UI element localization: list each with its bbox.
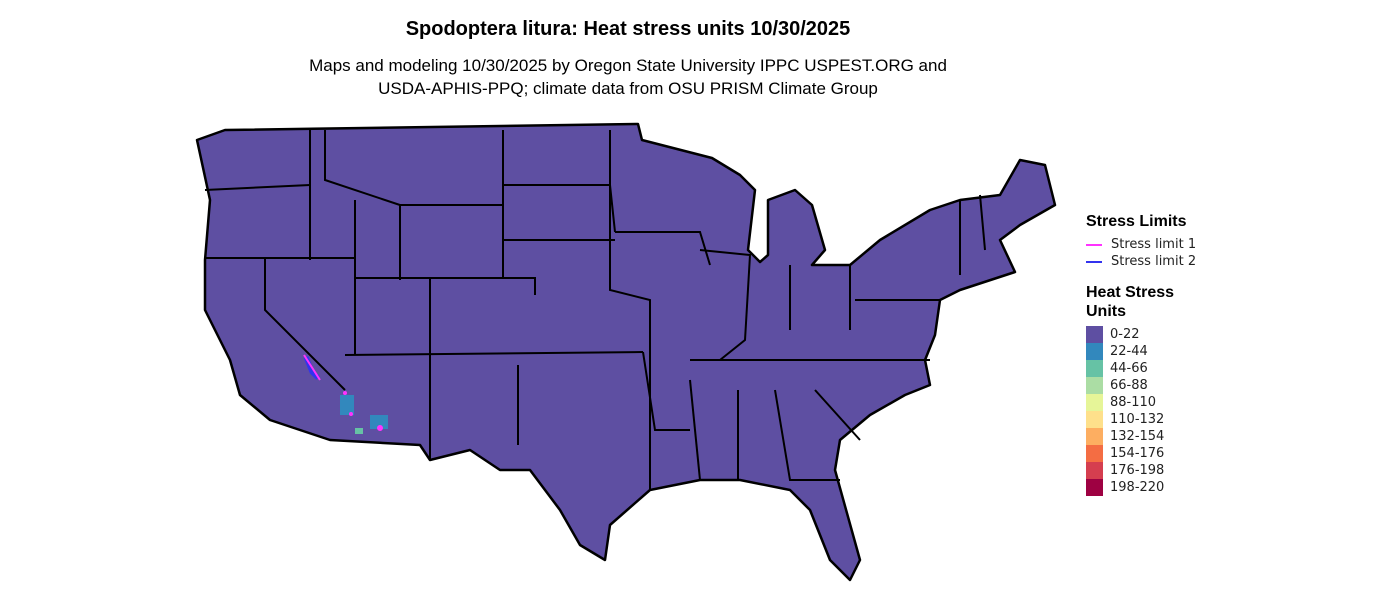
bin-label: 66-88 xyxy=(1110,378,1148,393)
heat-stress-units-title: Heat Stress Units xyxy=(1086,283,1196,321)
map-title: Spodoptera litura: Heat stress units 10/… xyxy=(405,18,851,40)
stress-limit-1-area xyxy=(377,425,383,431)
legend-bin: 198-220 xyxy=(1086,479,1196,496)
bin-label: 88-110 xyxy=(1110,395,1157,410)
legend: Stress Limits Stress limit 1 Stress limi… xyxy=(1086,212,1196,496)
legend-item-stress-limit-2: Stress limit 2 xyxy=(1086,253,1196,270)
legend-bin: 44-66 xyxy=(1086,360,1196,377)
subtitle-line-1: Maps and modeling 10/30/2025 by Oregon S… xyxy=(309,56,947,75)
title-line-1: Heat Stress xyxy=(1086,284,1175,301)
hotspot-22-44 xyxy=(370,415,388,429)
bin-label: 154-176 xyxy=(1110,446,1165,461)
legend-label: Stress limit 2 xyxy=(1111,254,1197,269)
legend-bin: 154-176 xyxy=(1086,445,1196,462)
stress-limit-1-area xyxy=(343,391,347,395)
bin-swatch xyxy=(1086,326,1103,343)
bin-label: 44-66 xyxy=(1110,361,1148,376)
stress-limit-2-swatch xyxy=(1086,260,1102,263)
hotspot-44-66 xyxy=(355,428,363,434)
bin-swatch xyxy=(1086,462,1103,479)
legend-bin: 88-110 xyxy=(1086,394,1196,411)
stress-limit-1-area xyxy=(303,354,321,381)
bin-swatch xyxy=(1086,394,1103,411)
bin-label: 132-154 xyxy=(1110,429,1165,444)
legend-item-stress-limit-1: Stress limit 1 xyxy=(1086,236,1196,253)
bin-swatch xyxy=(1086,445,1103,462)
legend-bin: 66-88 xyxy=(1086,377,1196,394)
legend-bin: 176-198 xyxy=(1086,462,1196,479)
bin-label: 22-44 xyxy=(1110,344,1148,359)
bin-label: 176-198 xyxy=(1110,463,1165,478)
legend-bin: 132-154 xyxy=(1086,428,1196,445)
bin-swatch xyxy=(1086,360,1103,377)
stress-limit-1-area xyxy=(349,412,353,416)
bin-swatch xyxy=(1086,377,1103,394)
heat-stress-hotspots xyxy=(303,354,388,434)
map-subtitle: Maps and modeling 10/30/2025 by Oregon S… xyxy=(228,54,1028,100)
bin-label: 0-22 xyxy=(1110,327,1140,342)
bin-swatch xyxy=(1086,428,1103,445)
title-line-2: Units xyxy=(1086,303,1126,320)
legend-bin: 0-22 xyxy=(1086,326,1196,343)
bin-swatch xyxy=(1086,411,1103,428)
legend-bin: 110-132 xyxy=(1086,411,1196,428)
bin-swatch xyxy=(1086,343,1103,360)
stress-limit-1-swatch xyxy=(1086,243,1102,246)
state-borders xyxy=(204,130,986,490)
legend-label: Stress limit 1 xyxy=(1111,237,1197,252)
bin-label: 110-132 xyxy=(1110,412,1165,427)
subtitle-line-2: USDA-APHIS-PPQ; climate data from OSU PR… xyxy=(378,79,878,98)
legend-bin: 22-44 xyxy=(1086,343,1196,360)
bin-swatch xyxy=(1086,479,1103,496)
hotspot-22-44 xyxy=(340,395,354,415)
stress-limits-title: Stress Limits xyxy=(1086,213,1187,230)
bin-label: 198-220 xyxy=(1110,480,1165,495)
